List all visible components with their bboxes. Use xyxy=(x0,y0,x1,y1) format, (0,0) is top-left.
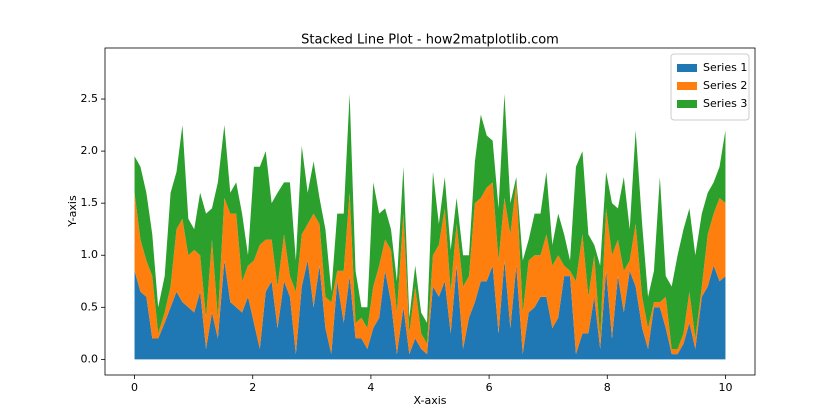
legend: Series 1 Series 2 Series 3 xyxy=(670,53,750,121)
area xyxy=(134,182,726,355)
x-tick-label: 0 xyxy=(131,381,138,394)
x-tick-label: 8 xyxy=(604,381,611,394)
y-axis-label: Y-axis xyxy=(66,195,79,228)
y-tick-label: 2.5 xyxy=(81,92,99,105)
chart-title: Stacked Line Plot - how2matplotlib.com xyxy=(301,33,559,48)
area xyxy=(134,93,726,349)
x-tick-label: 4 xyxy=(367,381,374,394)
x-tick-label: 10 xyxy=(718,381,732,394)
legend-label: Series 2 xyxy=(703,79,747,92)
legend-swatch xyxy=(677,100,697,108)
legend-label: Series 3 xyxy=(703,97,747,110)
x-axis-label: X-axis xyxy=(414,394,447,407)
legend-swatch xyxy=(677,82,697,90)
x-tick-label: 2 xyxy=(249,381,256,394)
area xyxy=(134,260,726,360)
y-tick-label: 2.0 xyxy=(81,144,99,157)
y-tick-label: 1.0 xyxy=(81,248,99,261)
legend-swatch xyxy=(677,64,697,72)
legend-label: Series 1 xyxy=(703,61,747,74)
y-tick-label: 0.5 xyxy=(81,300,99,313)
y-tick-label: 1.5 xyxy=(81,196,99,209)
y-tick-label: 0.0 xyxy=(81,352,99,365)
plot-area xyxy=(134,93,726,360)
axes-frame xyxy=(104,47,756,376)
x-tick-label: 6 xyxy=(486,381,493,394)
